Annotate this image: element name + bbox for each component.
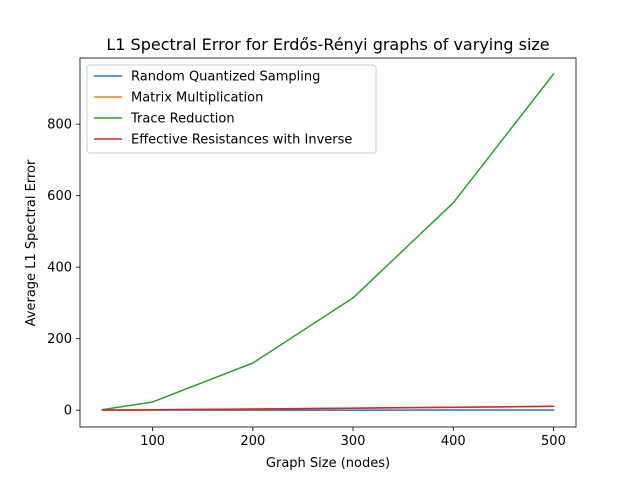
series-lines	[101, 73, 555, 411]
legend-label: Random Quantized Sampling	[131, 70, 320, 85]
axis-ticks: 100 200 300 400 500 0 200 400 600 800	[47, 118, 566, 449]
legend-label: Trace Reduction	[130, 112, 235, 127]
y-axis-label: Average L1 Spectral Error	[24, 159, 39, 326]
x-tick-label: 500	[541, 434, 566, 449]
chart-title: L1 Spectral Error for Erdős-Rényi graphs…	[106, 35, 549, 54]
x-tick-label: 100	[140, 434, 165, 449]
x-tick-label: 400	[441, 434, 466, 449]
y-tick-label: 200	[47, 332, 72, 347]
y-tick-label: 600	[47, 189, 72, 204]
plot-frame	[79, 57, 577, 428]
y-tick-label: 800	[47, 118, 72, 133]
y-tick-label: 400	[47, 261, 72, 276]
legend-label: Matrix Multiplication	[131, 91, 263, 106]
series-line-trace-reduction	[101, 73, 555, 411]
legend: Random Quantized Sampling Matrix Multipli…	[86, 64, 377, 154]
series-line-effective-resistances-with-inverse	[101, 405, 555, 411]
x-axis-label: Graph Size (nodes)	[266, 456, 390, 471]
x-tick-label: 300	[341, 434, 366, 449]
x-tick-label: 200	[240, 434, 265, 449]
y-tick-label: 0	[64, 404, 72, 419]
legend-label: Effective Resistances with Inverse	[131, 133, 352, 148]
legend-box	[86, 64, 377, 154]
